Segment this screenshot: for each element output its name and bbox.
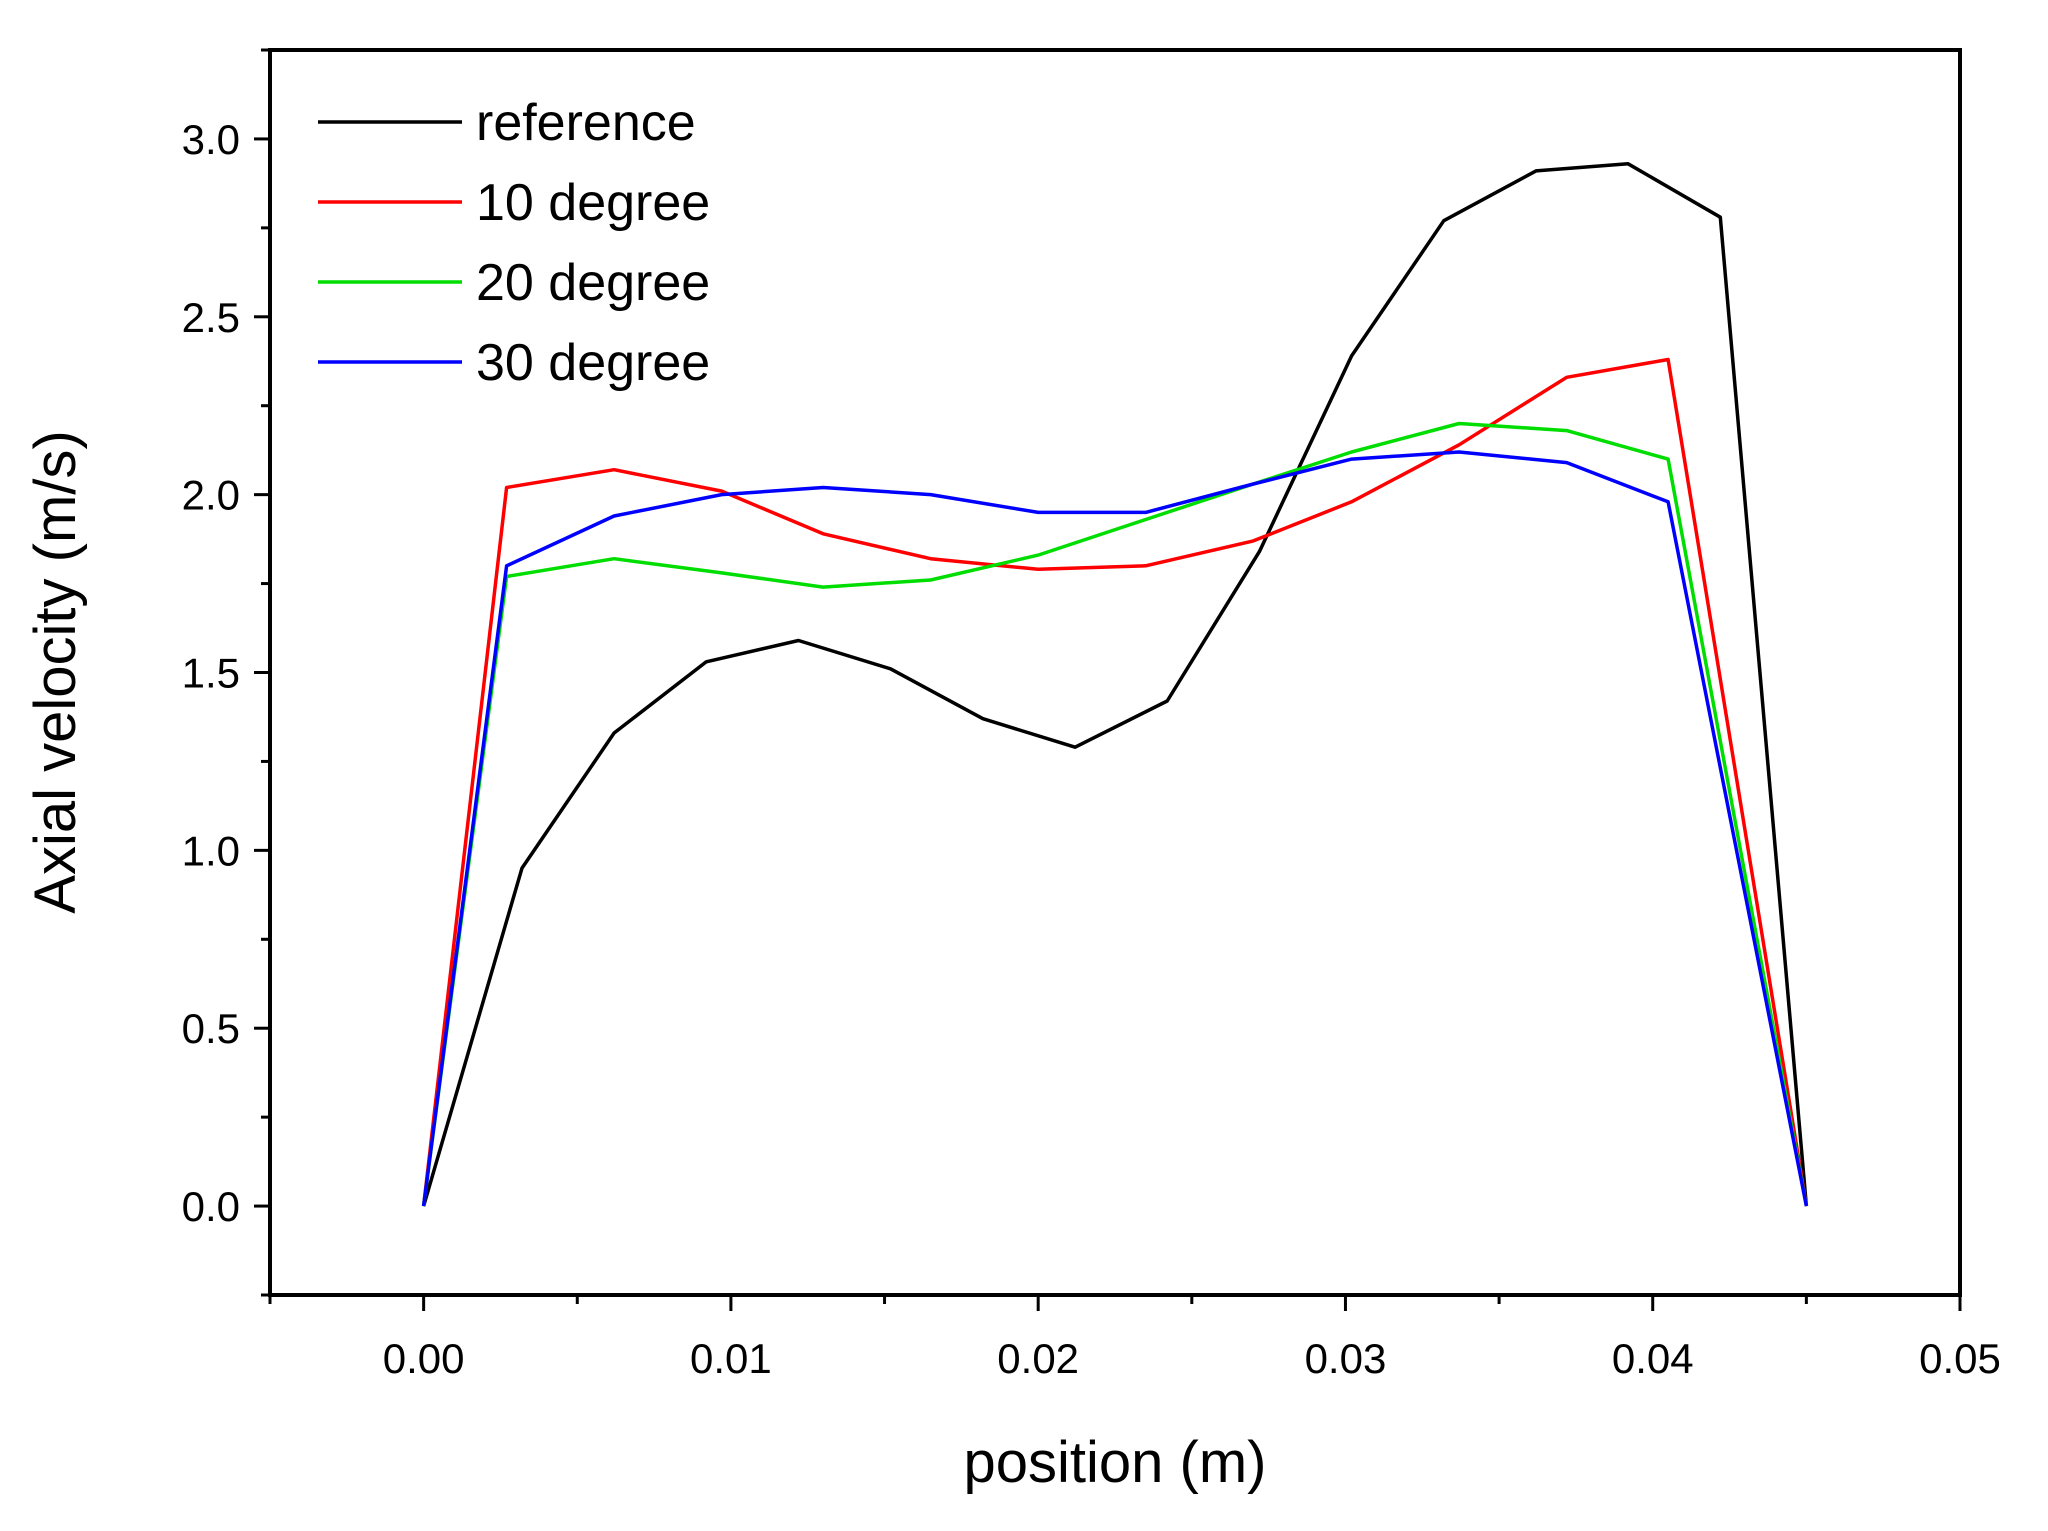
y-tick-label: 1.5 [182,650,240,697]
x-axis-title: position (m) [964,1430,1267,1495]
x-tick-label: 0.01 [690,1335,772,1382]
series-line-20-degree [421,421,1809,1207]
y-tick-label: 2.5 [182,294,240,341]
legend: reference 10 degree 20 degree 30 degree [318,94,710,392]
x-tick-label: 0.05 [1919,1335,2001,1382]
x-tick-label: 0.03 [1305,1335,1387,1382]
y-tick-label: 0.5 [182,1005,240,1052]
y-tick-label: 0.0 [182,1183,240,1230]
y-axis-ticks: 0.0 0.5 1.0 1.5 2.0 2.5 3.0 [182,48,270,1297]
legend-label: 30 degree [476,334,710,392]
y-tick-label: 1.0 [182,827,240,874]
x-axis-ticks: 0.00 0.01 0.02 0.03 0.04 0.05 [268,1295,2001,1382]
legend-label: 10 degree [476,174,710,232]
x-tick-label: 0.02 [997,1335,1079,1382]
y-tick-label: 2.0 [182,472,240,519]
series-line-reference [421,162,1809,1207]
series-line-10-degree [421,357,1809,1207]
x-tick-label: 0.00 [383,1335,465,1382]
x-tick-label: 0.04 [1612,1335,1694,1382]
legend-label: 20 degree [476,254,710,312]
series-lines [421,162,1809,1207]
y-axis-title: Axial velocity (m/s) [23,430,88,913]
series-line-30-degree [421,450,1809,1207]
y-tick-label: 3.0 [182,116,240,163]
legend-label: reference [476,94,696,152]
